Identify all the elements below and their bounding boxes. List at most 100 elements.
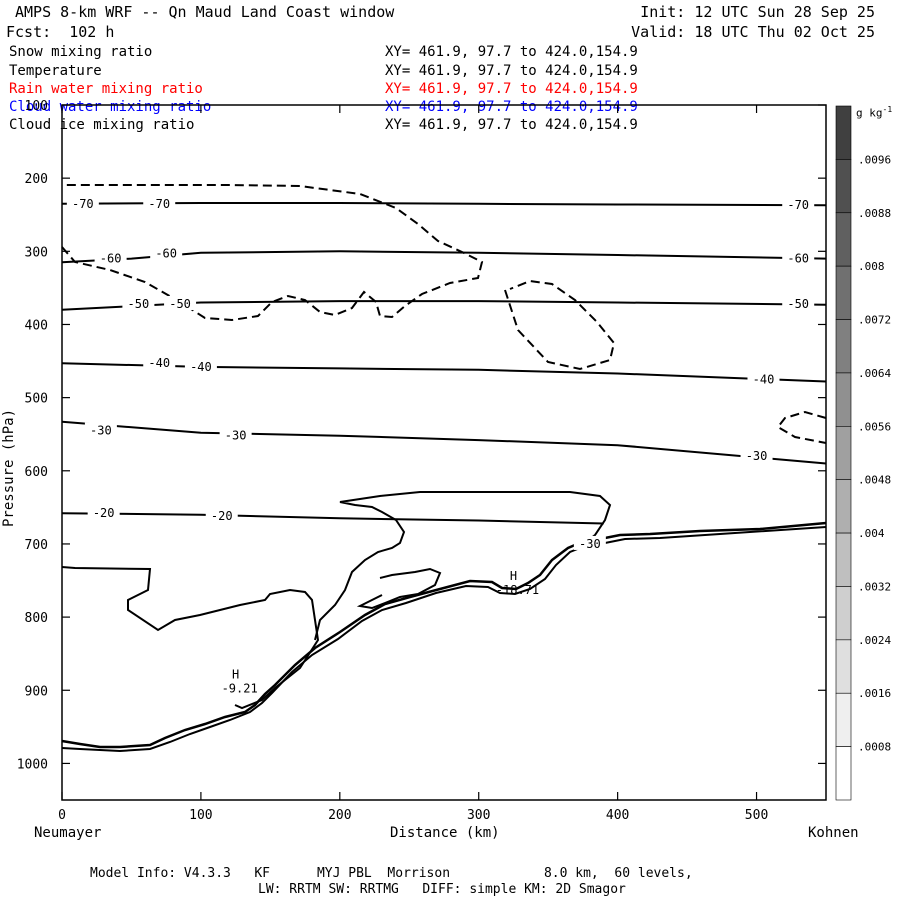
y-tick-label: 700 (25, 538, 48, 553)
forecast-hour: Fcst: 102 h (6, 23, 115, 41)
y-tick-label: 400 (25, 318, 48, 333)
field-name-cloud-ice: Cloud ice mixing ratio (9, 117, 195, 133)
colorbar-swatch (835, 532, 852, 587)
contour-label: -50 (128, 297, 150, 311)
field-xy-temperature: XY= 461.9, 97.7 to 424.0,154.9 (385, 63, 638, 79)
y-tick-label: 600 (25, 465, 48, 480)
contour-label-bg (740, 448, 773, 463)
field-name-cloud-water: Cloud water mixing ratio (9, 99, 212, 115)
minus-20-lobe (314, 491, 612, 641)
colorbar-tick-label: .0024 (858, 634, 891, 647)
contour-label: -50 (169, 297, 191, 311)
isotherm-20 (61, 512, 604, 525)
contour-label-bg (747, 371, 780, 386)
temperature-contours (61, 202, 827, 525)
colorbar-tick-label: .0008 (858, 741, 891, 754)
contour-label-bg (219, 427, 252, 442)
colorbar-unit-exponent: -1 (882, 105, 893, 114)
high-value: -18.71 (496, 583, 539, 597)
contour-label-bg (66, 195, 99, 210)
x-axis-left-station: Neumayer (34, 825, 102, 841)
x-tick-label: 100 (189, 808, 212, 823)
init-time: Init: 12 UTC Sun 28 Sep 25 (640, 3, 875, 21)
colorbar-tick-label: .0088 (858, 207, 891, 220)
colorbar-tick-label: .004 (858, 527, 885, 540)
high-marker: H (232, 668, 239, 682)
field-xy-cloud-ice: XY= 461.9, 97.7 to 424.0,154.9 (385, 117, 638, 133)
x-tick-label: 500 (745, 808, 768, 823)
contour-label: -60 (787, 252, 809, 266)
contour-label: -20 (93, 506, 115, 520)
y-tick-label: 900 (25, 684, 48, 699)
contour-label-bg (782, 250, 815, 265)
x-tick-label: 200 (328, 808, 351, 823)
contour-label-bg (164, 295, 197, 310)
contour-label: -30 (579, 537, 601, 551)
colorbar-swatch (835, 586, 852, 641)
model-info: Model Info: V4.3.3 KF MYJ PBL Morrison 8… (90, 866, 693, 881)
contour-label-bg (184, 358, 217, 373)
y-tick-label: 800 (25, 611, 48, 626)
field-name-temperature: Temperature (9, 63, 102, 79)
colorbar-unit: g kg-1 (856, 102, 892, 122)
terrain-line-1 (61, 521, 827, 749)
high-marker: H (510, 569, 517, 583)
field-xy-cloud-water: XY= 461.9, 97.7 to 424.0,154.9 (385, 99, 638, 115)
high-value: -9.21 (222, 682, 258, 696)
cloud-contour-mid (504, 279, 616, 371)
y-tick-label: 100 (25, 99, 48, 114)
x-tick-label: 300 (467, 808, 490, 823)
field-name-snow: Snow mixing ratio (9, 44, 153, 60)
contour-label: -40 (190, 360, 212, 374)
colorbar-swatch (835, 212, 852, 267)
contour-label: -40 (753, 372, 775, 386)
colorbar-unit-base: g kg (856, 106, 883, 120)
minus-20-closed-contour (61, 566, 320, 710)
isotherm-30 (61, 420, 827, 465)
colorbar: .0096 .0088 .008 .0072 .0064 .0056 .0048 .004 .0… (835, 105, 891, 801)
colorbar-swatch (835, 746, 852, 801)
contour-label: -40 (148, 356, 170, 370)
y-axis-label: Pressure (hPa) (1, 408, 18, 528)
colorbar-swatch (835, 479, 852, 534)
isotherm-60 (61, 250, 827, 264)
contour-label-bg (150, 245, 183, 260)
contour-label: -60 (100, 252, 122, 266)
isotherm-70 (61, 202, 827, 207)
y-tick-label: 500 (25, 392, 48, 407)
colorbar-tick-label: .0032 (858, 580, 891, 593)
isotherm-40 (61, 362, 827, 383)
contour-labels: -70 -70 -70 -60 -60 -60 -50 -50 -50 -40 -40 -40 -30 -… (66, 195, 815, 696)
colorbar-swatch (835, 372, 852, 427)
y-tick-label: 300 (25, 245, 48, 260)
colorbar-tick-label: .008 (858, 260, 885, 273)
contour-label: -20 (211, 509, 233, 523)
contour-label: -30 (746, 449, 768, 463)
x-axis-right-station: Kohnen (808, 825, 859, 841)
field-xy-rain: XY= 461.9, 97.7 to 424.0,154.9 (385, 81, 638, 97)
contour-label: -70 (72, 197, 94, 211)
physics-info: LW: RRTM SW: RRTMG DIFF: simple KM: 2D S… (258, 882, 626, 897)
axis-tick-labels: 0 100 200 300 400 500 100 200 300 400 500 600 700 800… (17, 99, 769, 823)
terrain-and-cloud-contours (61, 184, 827, 753)
contour-label: -70 (148, 197, 170, 211)
contour-label-bg (94, 250, 127, 265)
field-name-rain: Rain water mixing ratio (9, 81, 203, 97)
x-tick-label: 0 (58, 808, 66, 823)
cloud-contour-right (776, 410, 827, 444)
contour-label-bg (782, 197, 815, 212)
contour-label-bg (87, 505, 120, 520)
colorbar-tick-label: .0016 (858, 687, 891, 700)
cloud-contour-upper (61, 184, 484, 322)
plot-frame (61, 104, 827, 801)
y-tick-label: 200 (25, 172, 48, 187)
x-axis-label: Distance (km) (390, 825, 500, 841)
colorbar-swatch (835, 159, 852, 214)
chart-title: AMPS 8-km WRF -- Qn Maud Land Coast wind… (15, 3, 395, 21)
contour-label: -30 (90, 424, 112, 438)
contour-label: -60 (155, 247, 177, 261)
contour-label-bg (143, 355, 176, 370)
colorbar-swatch (835, 319, 852, 374)
contour-label-bg (122, 295, 155, 310)
